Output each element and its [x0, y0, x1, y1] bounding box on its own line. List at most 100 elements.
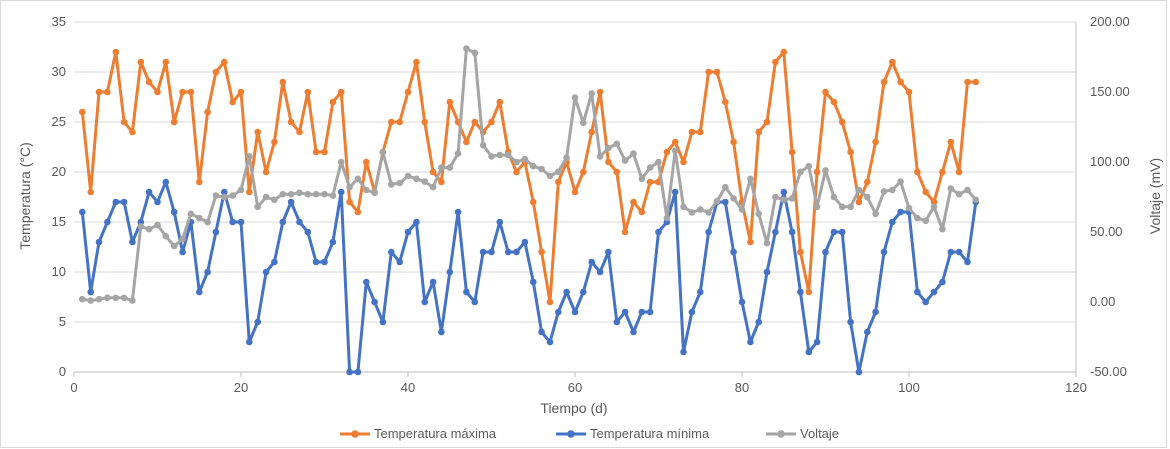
legend-item: Temperatura mínima — [556, 426, 710, 441]
data-point — [571, 94, 579, 101]
data-point — [613, 140, 621, 148]
data-point — [864, 328, 871, 336]
data-point — [805, 162, 813, 170]
y2-tick-label: 50.00 — [1090, 224, 1123, 239]
x-axis-title: Tiempo (d) — [540, 400, 607, 416]
data-point — [713, 197, 721, 205]
data-point — [847, 148, 854, 156]
data-point — [463, 138, 470, 146]
data-point — [822, 248, 829, 256]
data-point — [170, 118, 178, 126]
data-point — [864, 193, 871, 201]
data-point — [972, 196, 980, 204]
data-point — [287, 198, 295, 206]
data-point — [237, 88, 245, 96]
y-tick-label: 25 — [52, 114, 66, 129]
y-tick-label: 5 — [59, 314, 66, 329]
data-point — [830, 193, 838, 201]
x-tick-label: 100 — [898, 380, 920, 395]
data-point — [513, 248, 520, 256]
data-point — [471, 298, 479, 306]
data-point — [947, 248, 955, 256]
data-point — [788, 228, 796, 236]
data-point — [321, 148, 328, 156]
data-point — [479, 248, 487, 256]
data-point — [780, 48, 788, 56]
data-point — [363, 186, 370, 194]
data-point — [855, 198, 863, 206]
data-point — [914, 288, 921, 296]
data-point — [488, 153, 495, 160]
data-point — [170, 242, 178, 250]
data-point — [454, 208, 462, 216]
data-point — [705, 68, 712, 76]
data-point — [79, 208, 86, 216]
y-axis-title: Temperatura (°C) — [17, 142, 33, 250]
data-point — [538, 165, 545, 173]
data-point — [346, 368, 353, 376]
data-point — [730, 138, 737, 146]
data-point — [354, 208, 362, 216]
y-tick-label: 10 — [52, 264, 66, 279]
data-point — [880, 78, 888, 86]
data-point — [780, 188, 788, 196]
legend-marker — [777, 430, 785, 438]
data-point — [688, 308, 696, 316]
data-point — [287, 190, 295, 198]
data-point — [697, 206, 704, 213]
data-point — [788, 148, 796, 156]
data-point — [346, 183, 353, 191]
data-point — [212, 228, 220, 236]
data-point — [262, 268, 270, 276]
data-point — [889, 58, 896, 66]
data-point — [246, 338, 253, 346]
data-point — [747, 338, 754, 346]
legend-item: Voltaje — [766, 426, 839, 441]
legend-label: Temperatura mínima — [590, 426, 710, 441]
y2-tick-label: -50.00 — [1090, 364, 1127, 379]
data-point — [329, 192, 337, 199]
data-point — [488, 248, 495, 256]
data-point — [613, 318, 621, 326]
data-point — [588, 90, 595, 97]
data-point — [638, 175, 646, 183]
data-point — [363, 158, 370, 166]
data-point — [838, 118, 846, 126]
data-point — [797, 288, 804, 296]
data-point — [229, 98, 236, 106]
data-point — [563, 288, 570, 296]
data-point — [638, 308, 646, 316]
data-point — [304, 190, 312, 198]
data-point — [889, 186, 896, 194]
data-point — [872, 210, 879, 218]
y-tick-label: 35 — [52, 14, 66, 29]
data-point — [830, 228, 838, 236]
data-point — [471, 49, 479, 57]
data-point — [772, 58, 779, 66]
data-point — [321, 258, 328, 266]
data-point — [162, 232, 170, 240]
data-point — [337, 88, 345, 96]
data-point — [388, 248, 395, 256]
data-point — [404, 172, 412, 180]
data-point — [755, 210, 762, 218]
data-point — [546, 172, 554, 180]
data-point — [680, 348, 687, 356]
data-point — [129, 297, 136, 304]
data-point — [872, 138, 879, 146]
data-point — [104, 294, 111, 302]
data-point — [279, 78, 287, 86]
data-point — [221, 58, 228, 66]
data-point — [413, 218, 420, 226]
data-point — [95, 295, 103, 303]
x-tick-label: 60 — [568, 380, 582, 395]
series-line — [80, 180, 978, 374]
data-point — [838, 228, 846, 236]
series-2 — [79, 45, 980, 304]
data-point — [488, 118, 495, 126]
data-point — [296, 128, 303, 136]
data-point — [939, 225, 946, 233]
data-point — [730, 195, 737, 202]
data-point — [864, 178, 871, 186]
data-point — [379, 148, 387, 156]
